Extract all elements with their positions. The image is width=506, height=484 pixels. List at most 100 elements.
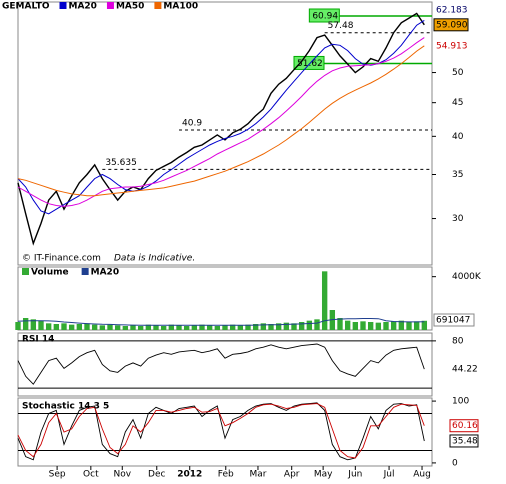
last-value: 44.22 — [452, 365, 478, 375]
volume-bar — [153, 325, 159, 330]
volume-bar — [375, 322, 382, 330]
volume-bar — [298, 322, 305, 330]
legend-swatch — [22, 268, 29, 275]
volume-bar — [206, 325, 213, 330]
panel-title: Stochastic 14 3 5 — [22, 402, 109, 412]
volume-bar — [252, 324, 259, 330]
level-label: 60.94 — [312, 12, 338, 22]
volume-bar — [114, 325, 121, 330]
y-tick-label: 35 — [452, 170, 463, 180]
volume-bar — [122, 326, 129, 330]
legend-swatch — [59, 2, 67, 9]
y-tick-label: 100 — [452, 397, 469, 407]
price-tag-box — [434, 4, 468, 17]
x-tick-label: Sep — [49, 470, 66, 480]
price-tag: 54.913 — [436, 41, 468, 51]
volume-bar — [38, 320, 44, 330]
volume-bar — [245, 324, 251, 330]
volume-bar — [183, 326, 190, 330]
panel-frame — [17, 266, 433, 331]
volume-bar — [321, 271, 328, 330]
panel-frame — [17, 1, 433, 266]
legend-label: MA50 — [116, 2, 144, 12]
volume-bar — [30, 319, 37, 330]
x-tick-label: 2012 — [177, 470, 202, 480]
y-tick-label: 80 — [452, 336, 464, 346]
last-box — [449, 434, 479, 448]
y-tick-label: 30 — [452, 214, 464, 224]
x-tick-label: Jul — [383, 470, 395, 480]
volume-bar — [137, 326, 144, 330]
series-line — [17, 37, 425, 207]
last-box — [449, 419, 479, 433]
volume-bar — [306, 320, 313, 330]
volume-bar — [199, 324, 205, 330]
last-label: 691047 — [436, 316, 470, 326]
series-line — [17, 343, 425, 385]
y-tick-label: 4000K — [452, 272, 482, 282]
last-box — [433, 313, 475, 327]
volume-bar — [160, 326, 167, 330]
legend-swatch — [106, 2, 114, 9]
x-tick-label: Aug — [413, 470, 431, 480]
legend-swatch — [154, 2, 162, 9]
price-tag: 62.183 — [436, 6, 468, 16]
volume-bar — [22, 318, 29, 330]
legend-label: Volume — [31, 268, 69, 278]
volume-bar — [421, 320, 428, 330]
volume-bar — [191, 325, 198, 330]
volume-bar — [91, 324, 98, 330]
volume-bar — [130, 325, 136, 330]
x-tick-label: Nov — [113, 470, 131, 480]
legend-swatch — [81, 268, 89, 275]
series-line — [17, 19, 425, 215]
volume-bar — [352, 322, 359, 330]
volume-bar — [260, 323, 267, 330]
panel-frame — [17, 397, 433, 467]
volume-bar — [268, 324, 274, 330]
volume-bar — [84, 323, 90, 330]
level-label: 40.9 — [182, 118, 202, 128]
series-line — [17, 402, 425, 461]
last-value: 35.48 — [452, 436, 478, 446]
volume-bar — [99, 325, 106, 330]
x-tick-label: Mar — [249, 470, 266, 480]
legend-label: MA20 — [91, 268, 119, 278]
volume-bar — [107, 324, 113, 330]
volume-bar — [176, 325, 182, 330]
volume-bar — [145, 324, 152, 330]
volume-bar — [291, 323, 297, 330]
volume-bar — [53, 324, 60, 330]
x-tick-label: Dec — [148, 470, 165, 480]
volume-bar — [283, 322, 290, 330]
price-tag-box — [433, 18, 469, 32]
last-value: 60.16 — [452, 421, 478, 431]
volume-bar — [390, 321, 397, 330]
volume-bar — [222, 325, 228, 330]
series-line — [17, 45, 425, 197]
annotation: Data is Indicative. — [114, 254, 195, 264]
volume-bar — [168, 324, 175, 330]
series-line — [17, 403, 425, 459]
volume-bar — [367, 322, 374, 330]
y-tick-label: 50 — [452, 68, 464, 78]
x-tick-label: Oct — [83, 470, 99, 480]
x-tick-label: Apr — [284, 470, 300, 480]
volume-bar — [344, 320, 351, 330]
legend-label: GEMALTO — [2, 2, 50, 12]
volume-bar — [314, 319, 320, 330]
y-tick-label: 0 — [452, 458, 458, 468]
volume-bar — [237, 325, 244, 330]
x-tick-label: May — [314, 470, 333, 480]
volume-bar — [413, 321, 420, 330]
volume-bar — [15, 322, 21, 330]
y-tick-label: 40 — [452, 132, 464, 142]
legend-label: MA20 — [69, 2, 97, 12]
legend-label: MA100 — [163, 2, 198, 12]
price-tag-box — [434, 39, 468, 52]
volume-bar — [275, 323, 282, 330]
volume-bar — [76, 324, 83, 330]
level-box — [293, 55, 325, 70]
volume-bar — [68, 324, 75, 330]
